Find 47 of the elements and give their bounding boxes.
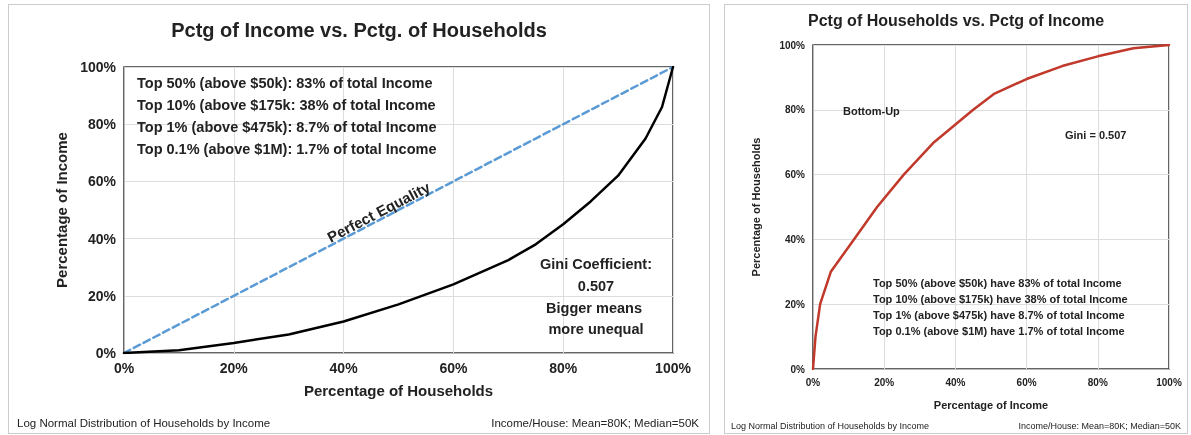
y-tick-label: 0% [95,345,117,361]
annotation: Bottom-Up [843,104,901,117]
annotation: Top 50% (above $50k): 83% of total Income [137,74,433,91]
y-tick-label: 40% [784,233,806,245]
annotation: 0.507 [577,277,615,294]
y-axis-title: Percentage of Households [749,137,762,277]
x-axis-title: Percentage of Households [303,382,494,399]
x-tick-label: 80% [549,360,578,376]
x-tick-label: 100% [1156,376,1182,388]
annotation: Top 10% (above $175k: 38% of total Income [137,96,436,113]
annotation: Top 50% (above $50k) have 83% of total Income [873,276,1122,289]
annotation: Top 0.1% (above $1M): 1.7% of total Income [137,140,437,157]
line-series [811,43,1171,371]
x-axis-title: Percentage of Income [933,398,1049,411]
y-tick-label: 80% [784,104,806,116]
y-tick-label: 60% [784,169,806,181]
x-tick-label: 60% [1016,376,1037,388]
x-tick-label: 40% [945,376,966,388]
x-tick-label: 60% [439,360,468,376]
y-tick-label: 40% [87,230,117,247]
x-tick-label: 0% [113,360,135,376]
annotation: Top 0.1% (above $1M) have 1.7% of total Income [873,324,1125,337]
annotation: Top 10% (above $175k) have 38% of total Income [873,292,1128,305]
text: Income/House: Mean=80K; Median=50K [1018,420,1181,431]
x-tick-label: 20% [874,376,895,388]
y-axis-title: Percentage of Income [53,132,71,288]
annotation: Top 1% (above $475k) have 8.7% of total Income [873,308,1125,321]
y-tick-label: 80% [87,116,117,133]
y-tick-label: 100% [779,39,806,51]
annotation: Bigger means more unequal [546,299,646,337]
y-tick-label: 20% [784,298,806,310]
text: Log Normal Distribution of Households by Income [731,420,930,431]
x-tick-label: 80% [1087,376,1108,388]
text: Log Normal Distribution of Households by Income [17,417,271,430]
y-tick-label: 60% [87,173,117,190]
x-tick-label: 0% [805,376,821,388]
x-tick-label: 20% [219,360,249,376]
y-tick-label: 100% [80,59,117,75]
annotation: Gini = 0.507 [1065,128,1127,141]
text: Income/House: Mean=80K; Median=50K [491,417,700,430]
annotation: Top 1% (above $475k): 8.7% of total Income [137,118,437,135]
y-tick-label: 20% [87,287,117,304]
x-tick-label: 100% [655,360,692,376]
annotation: Gini Coefficient: [540,255,652,272]
chart-title: Pctg of Income vs. Pctg. of Households [171,19,547,41]
x-tick-label: 40% [329,360,359,376]
chart-title: Pctg of Households vs. Pctg of Income [807,11,1105,29]
